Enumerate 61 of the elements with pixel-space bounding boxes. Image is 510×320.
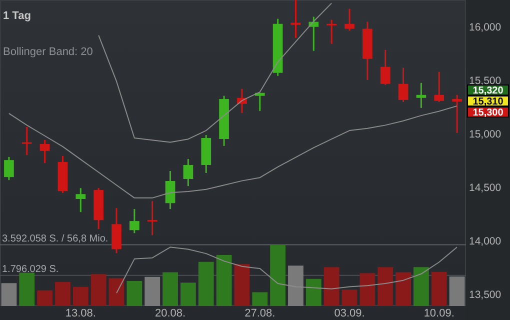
bar [324, 267, 340, 306]
text: 15,310 [472, 96, 504, 108]
bar [37, 290, 53, 306]
y-tick-label: 13,500 [469, 289, 502, 302]
candlestick [380, 49, 390, 86]
bar [342, 290, 358, 306]
candlestick [76, 187, 86, 213]
candlestick [22, 126, 32, 156]
text: 15,320 [472, 85, 504, 96]
bar [90, 274, 106, 306]
candlestick [254, 92, 265, 112]
bar [396, 272, 411, 306]
bar [378, 267, 394, 306]
candlestick [129, 208, 140, 234]
ref-line-label: 3.592.058 S. / 56,8 Mio. [2, 234, 108, 245]
bar [252, 292, 268, 306]
bar [19, 272, 35, 306]
candlestick [326, 19, 337, 45]
bar [198, 262, 214, 306]
bar [180, 282, 196, 306]
text: 1 Tag [3, 10, 31, 22]
y-tick-label: 14,500 [469, 182, 502, 194]
bar [216, 255, 232, 306]
bar [144, 276, 160, 306]
bar [270, 244, 286, 306]
text: 15,300 [472, 107, 504, 118]
candlestick [183, 158, 194, 187]
candlestick [344, 8, 354, 32]
annotation: Bollinger Band: 20 [3, 46, 93, 58]
x-tick-label: 27.08. [244, 308, 276, 320]
bar [162, 272, 178, 306]
bar [126, 280, 142, 306]
y-tick-label: 16,000 [469, 22, 502, 34]
candlestick [452, 94, 462, 134]
bar [72, 286, 88, 306]
candlestick [434, 71, 444, 103]
x-tick-label: 10.09. [424, 308, 454, 320]
bar [1, 283, 17, 306]
bar [55, 282, 70, 306]
y-tick-label: 15,500 [469, 75, 502, 88]
bar [108, 278, 124, 306]
bar [449, 276, 465, 306]
candlestick [290, 0, 301, 39]
bar [413, 267, 429, 306]
x-tick-label: 03.09. [334, 308, 365, 320]
bar [431, 272, 447, 306]
y-tick-label: 15,000 [469, 128, 502, 141]
ref-line-label: 1.796.029 S. [2, 264, 59, 276]
bar [234, 264, 250, 306]
candlestick [165, 170, 176, 210]
candlestick [147, 200, 158, 236]
y-tick-label: 14,000 [469, 236, 502, 248]
candlestick [40, 139, 50, 164]
x-tick-label: 13.08. [65, 308, 96, 320]
bar [306, 278, 322, 306]
candlestick [398, 67, 408, 103]
bar [360, 273, 376, 306]
candlestick [416, 82, 426, 109]
x-tick-label: 20.08. [154, 308, 186, 320]
bar [288, 266, 304, 306]
candlestick [4, 156, 14, 181]
